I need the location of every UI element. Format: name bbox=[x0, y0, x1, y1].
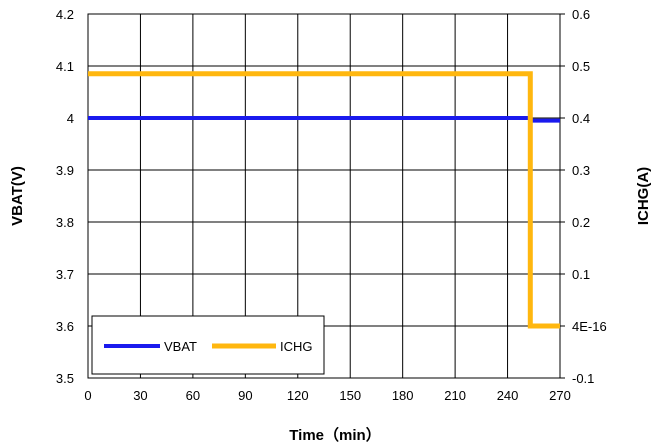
y-right-tick-label: 4E-16 bbox=[572, 319, 607, 334]
x-tick-label: 30 bbox=[133, 388, 147, 403]
x-tick-label: 0 bbox=[84, 388, 91, 403]
y-left-tick-label: 3.8 bbox=[56, 215, 74, 230]
x-tick-label: 60 bbox=[186, 388, 200, 403]
legend-label-ichg: ICHG bbox=[280, 339, 313, 354]
y-right-tick-label: 0.1 bbox=[572, 267, 590, 282]
y-right-tick-label: 0.4 bbox=[572, 111, 590, 126]
y-right-tick-label: -0.1 bbox=[572, 371, 594, 386]
x-tick-label: 210 bbox=[444, 388, 466, 403]
y-left-axis-title: VBAT(V) bbox=[9, 166, 26, 226]
y-left-tick-label: 4.1 bbox=[56, 59, 74, 74]
y-right-tick-label: 0.5 bbox=[572, 59, 590, 74]
y-right-tick-label: 0.3 bbox=[572, 163, 590, 178]
y-left-tick-label: 4.2 bbox=[56, 7, 74, 22]
x-tick-label: 150 bbox=[339, 388, 361, 403]
x-tick-label: 90 bbox=[238, 388, 252, 403]
y-left-tick-label: 3.9 bbox=[56, 163, 74, 178]
y-right-axis-title: ICHG(A) bbox=[635, 167, 652, 225]
x-tick-label: 270 bbox=[549, 388, 571, 403]
x-tick-label: 240 bbox=[497, 388, 519, 403]
x-tick-label: 120 bbox=[287, 388, 309, 403]
x-tick-label: 180 bbox=[392, 388, 414, 403]
legend-label-vbat: VBAT bbox=[164, 339, 197, 354]
y-left-tick-label: 3.7 bbox=[56, 267, 74, 282]
plot-frame bbox=[87, 13, 561, 379]
legend: VBAT ICHG bbox=[91, 315, 325, 375]
y-left-tick-label: 3.5 bbox=[56, 371, 74, 386]
series-line-vbat bbox=[88, 116, 560, 123]
y-left-tick-label: 4 bbox=[67, 111, 74, 126]
y-right-tick-label: 0.2 bbox=[572, 215, 590, 230]
y-right-tick-label: 0.6 bbox=[572, 7, 590, 22]
y-left-tick-label: 3.6 bbox=[56, 319, 74, 334]
tick-labels: 0 30 60 90 120 150 180 210 240 270 3.5 3.6 3.7 3.8 3.9… bbox=[56, 7, 607, 403]
x-axis-title: Time（min） bbox=[289, 426, 380, 444]
series-line-ichg bbox=[88, 71, 560, 329]
series-layer bbox=[88, 71, 560, 329]
